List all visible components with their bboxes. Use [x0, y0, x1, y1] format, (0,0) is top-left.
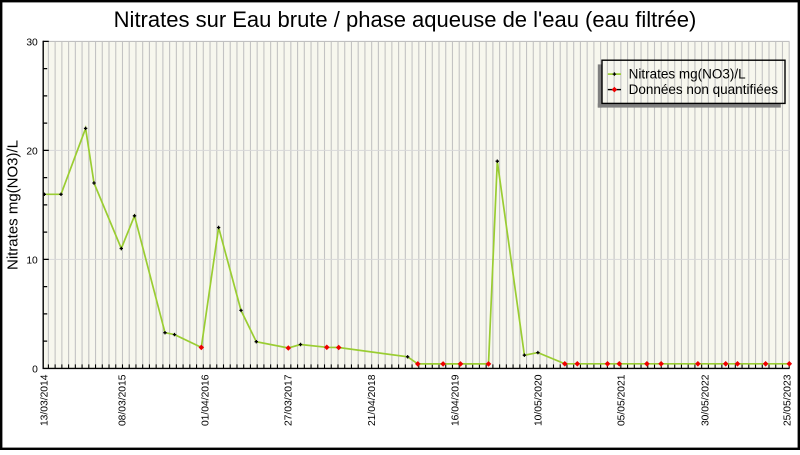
svg-text:16/04/2019: 16/04/2019 [451, 374, 462, 426]
svg-text:10/05/2020: 10/05/2020 [534, 374, 545, 426]
svg-text:Nitrates mg(NO3)/L: Nitrates mg(NO3)/L [4, 140, 21, 270]
svg-text:Nitrates mg(NO3)/L: Nitrates mg(NO3)/L [629, 66, 747, 81]
svg-text:Nitrates sur Eau brute / phase: Nitrates sur Eau brute / phase aqueuse d… [114, 7, 697, 32]
svg-text:0: 0 [32, 365, 38, 376]
svg-text:Données non quantifiées: Données non quantifiées [629, 82, 779, 97]
svg-text:01/04/2016: 01/04/2016 [201, 374, 212, 426]
svg-text:30: 30 [26, 38, 38, 49]
svg-text:25/05/2023: 25/05/2023 [783, 374, 794, 426]
svg-text:30/05/2022: 30/05/2022 [701, 374, 712, 426]
svg-text:20: 20 [26, 147, 38, 158]
svg-text:13/03/2014: 13/03/2014 [40, 374, 51, 426]
svg-text:27/03/2017: 27/03/2017 [284, 374, 295, 426]
svg-text:05/05/2021: 05/05/2021 [617, 374, 628, 426]
svg-text:21/04/2018: 21/04/2018 [367, 374, 378, 426]
svg-text:08/03/2015: 08/03/2015 [118, 374, 129, 426]
svg-text:10: 10 [26, 256, 38, 267]
